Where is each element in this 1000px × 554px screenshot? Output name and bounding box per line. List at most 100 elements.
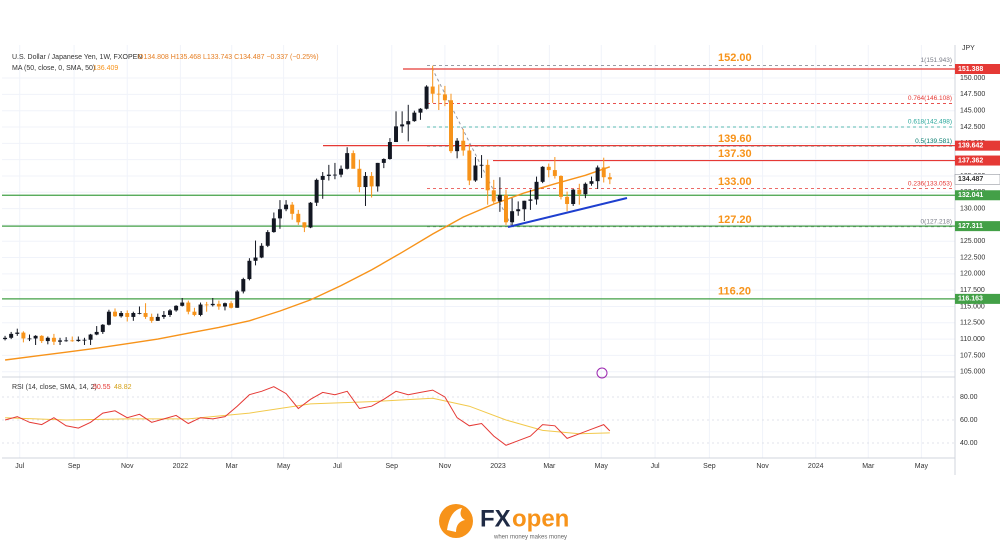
candle-body: [589, 181, 594, 184]
x-tick-label: Nov: [756, 463, 769, 470]
candle-body: [241, 279, 246, 292]
candle-body: [302, 222, 307, 228]
candle-body: [155, 316, 160, 321]
ma-legend: MA (50, close, 0, SMA, 50): [12, 65, 95, 72]
grid: [2, 45, 955, 458]
y-tick-label: 142.500: [960, 124, 985, 131]
ohlc-legend: O134.808 H135.468 L133.743 C134.487 −0.3…: [138, 54, 319, 61]
x-tick-label: Mar: [543, 463, 556, 470]
ma-line: [5, 166, 611, 361]
candle-body: [149, 316, 154, 321]
candle-body: [418, 108, 423, 113]
candle-body: [277, 209, 282, 219]
candle-body: [558, 175, 563, 197]
price-tag-label: 137.362: [958, 157, 983, 164]
x-tick-label: 2023: [490, 463, 506, 470]
candle-body: [284, 204, 289, 210]
y-tick-label: 122.500: [960, 254, 985, 261]
candle-body: [430, 86, 435, 94]
rsi-tick-label: 40.00: [960, 440, 978, 447]
logo: FX open when money makes money: [439, 504, 569, 541]
candle-body: [168, 310, 172, 315]
candle-body: [222, 303, 227, 307]
event-icon: [596, 367, 608, 379]
candle-body: [400, 124, 405, 127]
fib-label: 0.5(139.581): [915, 138, 952, 145]
candle-body: [601, 167, 606, 178]
candle-body: [406, 121, 411, 125]
candle-body: [88, 334, 93, 340]
candle-body: [174, 305, 179, 311]
candle-body: [216, 303, 221, 307]
candle-body: [45, 337, 50, 342]
candle-body: [552, 170, 557, 176]
price-tag: [955, 221, 1000, 232]
x-tick-label: May: [595, 463, 609, 470]
candle-body: [479, 164, 484, 166]
candle-body: [510, 211, 515, 223]
candle-body: [363, 175, 368, 188]
candle-body: [491, 190, 496, 202]
candle-body: [119, 313, 124, 317]
candle-body: [351, 153, 356, 169]
price-tag-label: 151.388: [958, 66, 983, 73]
logo-tagline: when money makes money: [493, 535, 567, 541]
candle-body: [186, 302, 191, 312]
candle-body: [106, 311, 111, 325]
candle-body: [21, 332, 26, 339]
x-tick-label: 2024: [808, 463, 824, 470]
x-tick-label: Nov: [121, 463, 134, 470]
candle-body: [64, 340, 69, 342]
candle-body: [516, 209, 521, 212]
logo-emblem-mark: [447, 508, 465, 532]
level-annotation: 133.00: [718, 176, 752, 188]
candle-body: [485, 164, 490, 191]
y-tick-label: 115.000: [960, 303, 985, 310]
candle-body: [82, 339, 87, 341]
candle-body: [528, 199, 533, 201]
candle-body: [339, 168, 344, 175]
last-price-label: 134.487: [958, 176, 983, 183]
x-tick-label: Mar: [226, 463, 239, 470]
level-annotation: 152.00: [718, 52, 752, 64]
candle-body: [94, 331, 99, 335]
candle-body: [259, 245, 264, 258]
trend-line: [507, 197, 628, 228]
y-tick-label: 105.000: [960, 369, 985, 376]
candle-body: [369, 175, 374, 187]
candle-body: [143, 313, 148, 317]
chart-title: U.S. Dollar / Japanese Yen, 1W, FXOPEN: [12, 54, 142, 61]
y-tick-label: 120.000: [960, 271, 985, 278]
candle-body: [314, 179, 319, 203]
candle-body: [253, 257, 258, 261]
candle-body: [180, 302, 185, 306]
price-tag: [955, 293, 1000, 304]
price-tag: [955, 155, 1000, 166]
rsi-ma-line: [5, 397, 610, 435]
candle-body: [290, 204, 295, 214]
candle-body: [296, 213, 301, 223]
candle-body: [125, 313, 130, 317]
candle-body: [504, 194, 508, 223]
y-tick-label: 125.000: [960, 238, 985, 245]
y-tick-label: 117.500: [960, 287, 985, 294]
candle-body: [3, 337, 8, 340]
candle-body: [320, 175, 325, 180]
candle-body: [33, 335, 38, 339]
candle-body: [424, 86, 429, 109]
level-annotation: 137.30: [718, 148, 752, 160]
level-annotation: 116.20: [718, 286, 751, 298]
price-tag-label: 116.163: [958, 296, 983, 303]
candle-body: [229, 303, 234, 308]
candle-body: [467, 150, 472, 181]
candle-body: [540, 166, 545, 182]
unit-label: JPY: [962, 45, 975, 52]
rsi-line: [4, 386, 611, 446]
candle-body: [137, 313, 142, 314]
candle-body: [58, 340, 63, 342]
candle-body: [381, 158, 386, 163]
y-tick-label: 107.500: [960, 352, 985, 359]
y-tick-label: 130.000: [960, 205, 985, 212]
price-tag-label: 139.642: [958, 143, 983, 150]
